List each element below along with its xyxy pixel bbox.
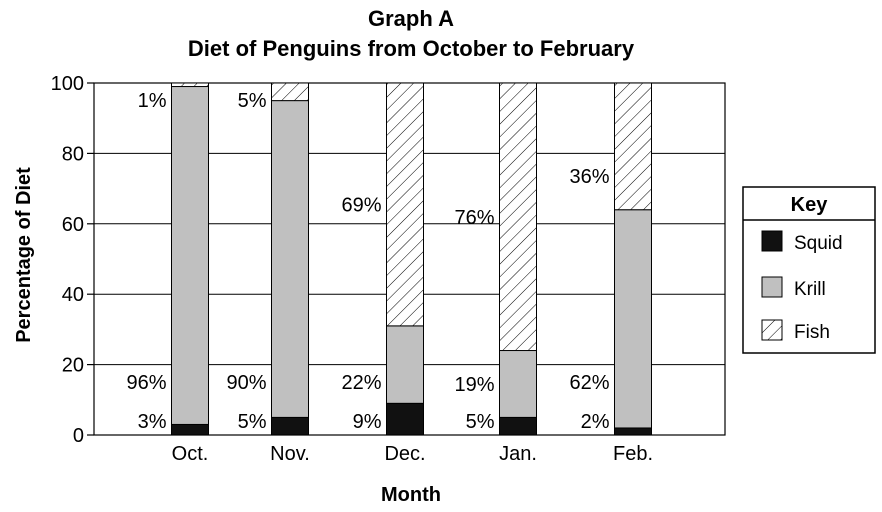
data-label-squid-0: 3%: [138, 411, 167, 433]
legend-swatch-krill: [761, 276, 783, 298]
data-label-krill-0: 96%: [126, 372, 166, 394]
bar-krill-0: [171, 86, 209, 425]
y-tick-label: 60: [62, 214, 84, 236]
data-label-krill-2: 22%: [341, 372, 381, 394]
x-axis-label: Month: [381, 484, 441, 506]
bar-squid-4: [614, 427, 652, 436]
bar-fish-3: [499, 82, 537, 352]
data-labels: 3% 96% 1% 5% 90% 5% 9% 22% 69% 5% 19% 76% 2% 62% 36%: [126, 90, 609, 433]
x-tick-label: Feb.: [613, 443, 653, 465]
data-label-fish-3: 76%: [454, 207, 494, 229]
data-label-fish-4: 36%: [569, 166, 609, 188]
x-tick-label: Dec.: [384, 443, 425, 465]
bar-krill-2: [386, 325, 424, 404]
bar-squid-2: [386, 402, 424, 436]
data-label-krill-1: 90%: [226, 372, 266, 394]
y-tick-label: 40: [62, 284, 84, 306]
y-tick-label: 0: [73, 425, 84, 447]
bar-krill-4: [614, 209, 652, 429]
data-label-fish-0: 1%: [138, 90, 167, 112]
y-tick-label: 80: [62, 143, 84, 165]
x-tick-label: Oct.: [172, 443, 209, 465]
data-label-krill-4: 62%: [569, 372, 609, 394]
bar-fish-1: [271, 82, 309, 102]
bar-fish-0: [171, 82, 209, 88]
bars: [171, 82, 652, 436]
legend-swatch-fish: [761, 319, 783, 341]
legend-label-squid: Squid: [794, 233, 843, 254]
data-label-krill-3: 19%: [454, 374, 494, 396]
y-axis-label: Percentage of Diet: [13, 167, 35, 343]
bar-squid-0: [171, 423, 209, 436]
legend-label-fish: Fish: [794, 322, 830, 343]
legend-swatch-squid: [761, 230, 783, 252]
chart-subtitle: Diet of Penguins from October to Februar…: [188, 36, 635, 61]
bar-fish-4: [614, 82, 652, 211]
bar-squid-1: [271, 416, 309, 436]
data-label-squid-2: 9%: [353, 411, 382, 433]
bar-fish-2: [386, 82, 424, 327]
x-tick-label: Nov.: [270, 443, 310, 465]
legend-label-krill: Krill: [794, 279, 826, 300]
y-tick-labels: 0 20 40 60 80 100: [51, 73, 84, 447]
bar-krill-3: [499, 350, 537, 418]
bar-squid-3: [499, 416, 537, 436]
chart-title: Graph A: [368, 6, 454, 31]
x-tick-label: Jan.: [499, 443, 537, 465]
data-label-squid-3: 5%: [466, 411, 495, 433]
legend: Key Squid Krill Fish: [742, 186, 876, 354]
bar-krill-1: [271, 100, 309, 418]
y-tick-label: 100: [51, 73, 84, 95]
data-label-fish-2: 69%: [341, 194, 381, 216]
data-label-fish-1: 5%: [238, 90, 267, 112]
data-label-squid-1: 5%: [238, 411, 267, 433]
legend-title: Key: [791, 194, 829, 216]
data-label-squid-4: 2%: [581, 411, 610, 433]
x-tick-labels: Oct. Nov. Dec. Jan. Feb.: [172, 443, 653, 465]
y-tick-label: 20: [62, 355, 84, 377]
